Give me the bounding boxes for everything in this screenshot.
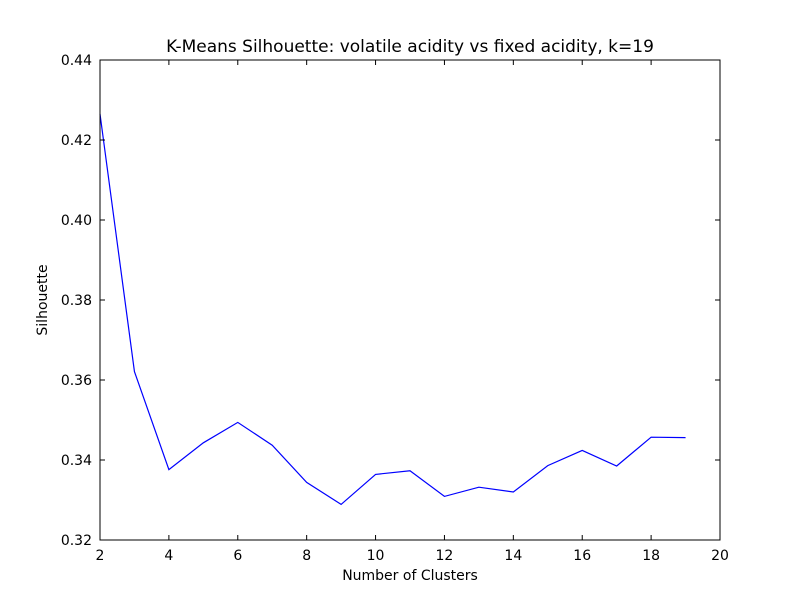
x-tick-label: 16 <box>573 548 591 564</box>
x-tick-label: 10 <box>367 548 385 564</box>
y-tick-label: 0.42 <box>61 133 92 149</box>
y-tick-label: 0.36 <box>61 373 92 389</box>
y-tick-label: 0.34 <box>61 453 92 469</box>
x-tick-label: 8 <box>302 548 311 564</box>
x-tick-label: 12 <box>436 548 454 564</box>
x-tick-label: 14 <box>504 548 522 564</box>
x-tick-label: 6 <box>233 548 242 564</box>
series-line-0 <box>99 113 686 506</box>
y-tick-label: 0.32 <box>61 533 92 549</box>
y-tick-label: 0.44 <box>61 53 92 69</box>
chart-title: K-Means Silhouette: volatile acidity vs … <box>166 37 654 57</box>
x-tick-label: 18 <box>642 548 660 564</box>
x-tick-label: 2 <box>96 548 105 564</box>
y-tick-label: 0.38 <box>61 293 92 309</box>
y-axis-label: Silhouette <box>35 264 51 335</box>
x-tick-label: 20 <box>711 548 729 564</box>
plot-area: 2 4 6 8 10 12 14 16 18 20 0.32 0.34 0.36 0.38 0.40 0.42… <box>61 53 729 564</box>
x-tick-label: 4 <box>164 548 173 564</box>
x-axis-label: Number of Clusters <box>342 568 478 584</box>
y-tick-label: 0.40 <box>61 213 92 229</box>
